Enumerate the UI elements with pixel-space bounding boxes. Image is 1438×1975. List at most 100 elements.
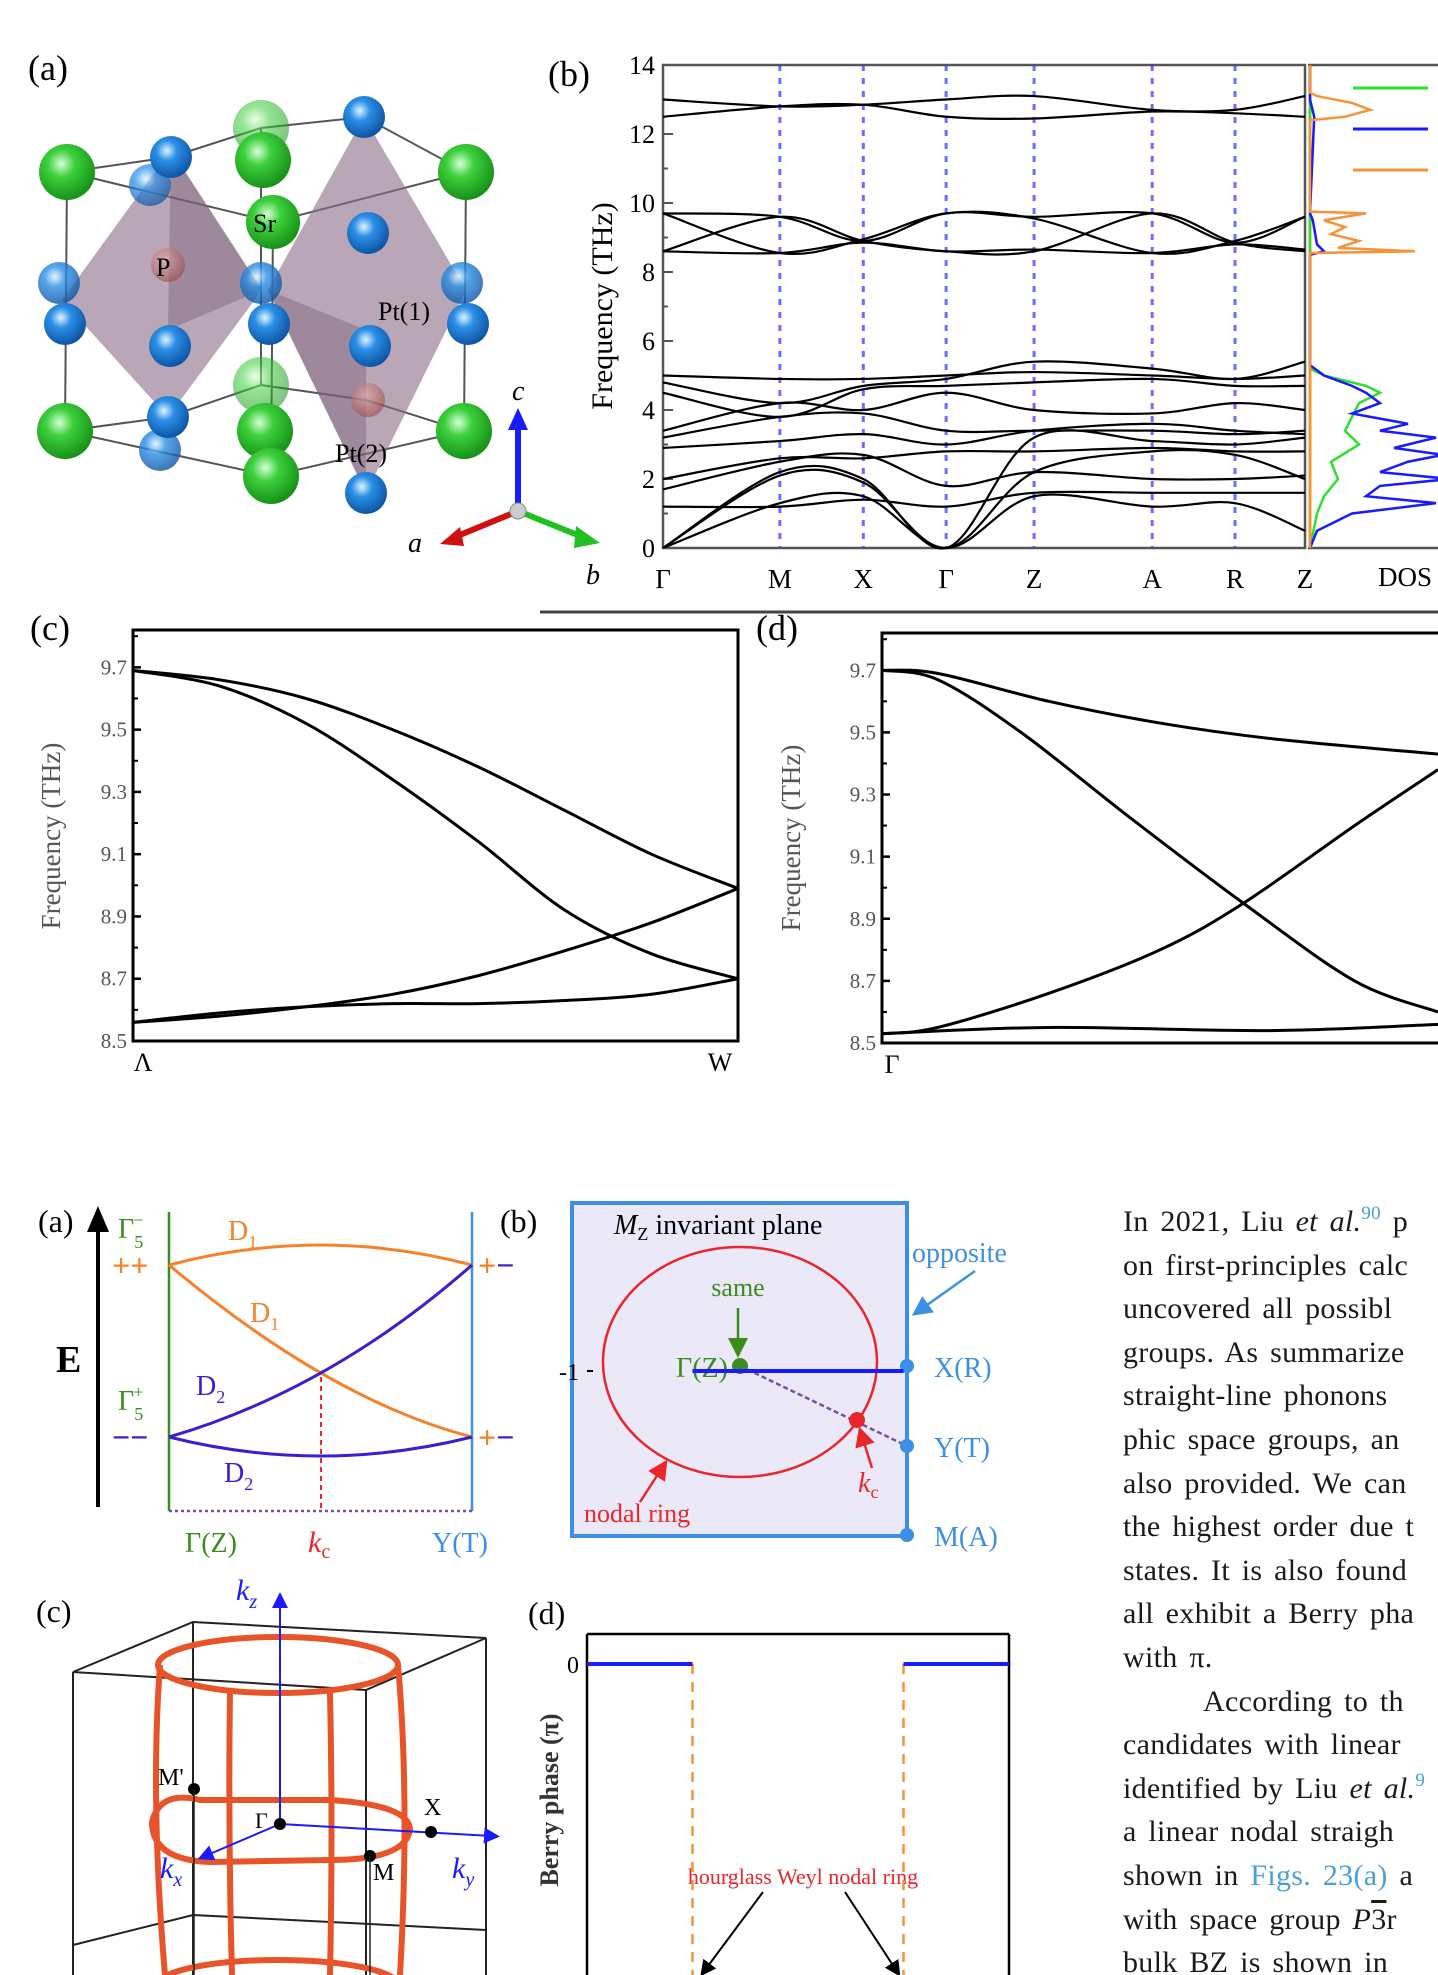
a-axis-label: a: [408, 528, 422, 559]
nodal-ring: [601, 1245, 879, 1479]
text-line: the highest order due t: [1123, 1510, 1415, 1544]
pt-atom: [349, 325, 391, 367]
sr-atom: [233, 357, 289, 413]
gamma5-plus-label: Γ5+: [118, 1382, 143, 1424]
text-line: all exhibit a Berry pha: [1123, 1597, 1415, 1631]
sr-atom: [37, 403, 93, 459]
y-tick-label: 9.7: [101, 655, 127, 679]
band-line: [662, 452, 1306, 491]
y-tick-label: 8.7: [101, 967, 127, 991]
band-line: [662, 429, 1306, 550]
text-line: identified by Liu et al.9: [1123, 1769, 1426, 1805]
nodal-ring-label: nodal ring: [584, 1499, 690, 1528]
band-line: [132, 668, 739, 890]
y-tick-label: 9.5: [101, 718, 127, 742]
band-line: [662, 94, 1306, 113]
y-tick-label: 12: [629, 120, 655, 149]
y-tick-label: 8.5: [850, 1031, 876, 1055]
citation-link[interactable]: 90: [1361, 1203, 1381, 1224]
panel-label-b: (b): [548, 54, 590, 94]
a-axis-arrow: [453, 508, 520, 540]
sr-atom: [243, 448, 299, 504]
plot-frame: [661, 63, 1307, 550]
dos-chart: DOS: [1308, 63, 1438, 592]
text-line: bulk BZ is shown in: [1123, 1946, 1389, 1975]
sr-atom: [438, 144, 494, 200]
y-tick-label: 8.7: [850, 969, 876, 993]
plot-frame: [131, 628, 740, 1043]
p-atom: [351, 383, 385, 417]
atom-label-sr: Sr: [253, 209, 276, 238]
body-text-column: In 2021, Liu et al.90 p on first-princip…: [1123, 1200, 1438, 1975]
x-point-label: X: [424, 1795, 441, 1821]
y-axis-label: Berry phase (π): [535, 1713, 564, 1886]
band-d2-upper: [168, 1263, 473, 1439]
atoms: [37, 96, 494, 514]
text-line: groups. As summarize: [1123, 1335, 1405, 1369]
m-point-label: M: [373, 1860, 394, 1886]
text-line: with space group P3r: [1123, 1902, 1397, 1936]
citation-link[interactable]: 9: [1415, 1769, 1426, 1791]
atom-label-pt2: Pt(2): [335, 439, 387, 468]
atom-label-pt1: Pt(1): [378, 297, 430, 326]
figure-link[interactable]: Figs. 23(a): [1250, 1858, 1388, 1892]
y-tick-label: 9.1: [101, 842, 127, 866]
pt-atom: [347, 212, 389, 254]
text-line: phic space groups, an: [1123, 1422, 1400, 1456]
sr-atom: [237, 403, 293, 459]
y-tick-label: 9.3: [101, 780, 127, 804]
y-tick-label: 9.3: [850, 783, 876, 807]
pt-atom: [38, 262, 80, 304]
sr-atom: [246, 195, 300, 249]
band-d2-lower: [168, 1435, 473, 1458]
arrow-up-icon: [87, 1206, 109, 1232]
band-line: [662, 210, 1306, 255]
band-line: [662, 377, 1306, 419]
pt-atom: [447, 303, 489, 345]
y-tick-label: 14: [629, 51, 655, 80]
d2-label-bottom: D2: [224, 1458, 253, 1494]
parity-signs-right-top: +−: [478, 1247, 514, 1283]
text-line: candidates with linear: [1123, 1728, 1401, 1762]
text-line: straight-line phonons: [1123, 1379, 1388, 1413]
band-line: [881, 1022, 1438, 1036]
y-tick-label: 9.1: [850, 845, 876, 869]
plot-frame: [880, 631, 1438, 1045]
annotation: hourglass Weyl nodal ring: [688, 1864, 918, 1889]
pt-atom: [248, 303, 290, 345]
opposite-label: opposite: [912, 1238, 1007, 1269]
c-axis-label: c: [512, 376, 525, 407]
band-line: [662, 448, 1306, 550]
text-line: According to th: [1203, 1684, 1404, 1718]
text-line: states. It is also found: [1123, 1553, 1408, 1587]
x-tick-label: W: [708, 1048, 733, 1077]
pt-atom: [441, 262, 483, 304]
band-line: [132, 977, 739, 1024]
band-d1-lower: [168, 1263, 473, 1439]
atom-label-p: P: [156, 253, 170, 282]
band-line: [662, 391, 1306, 432]
panel-label-a: (a): [28, 48, 68, 88]
gamma-z-label: Γ(Z): [676, 1353, 728, 1384]
x-tick-label: Z: [1026, 564, 1043, 594]
band-line: [662, 210, 1306, 244]
y-axis-label: Frequency (THz): [586, 202, 619, 409]
band-line: [662, 490, 1305, 509]
b-axis-arrow: [516, 508, 582, 539]
m-prime-label: M': [158, 1765, 184, 1791]
text-line: with π.: [1123, 1640, 1213, 1674]
y-tick-label: 0: [642, 534, 655, 563]
band-line: [132, 887, 739, 1024]
x-tick-label: X: [854, 564, 874, 594]
x-label-gamma-z: Γ(Z): [185, 1528, 237, 1559]
band-line: [662, 446, 1306, 481]
y-tick-label: 2: [642, 465, 655, 494]
p-atom: [151, 248, 185, 282]
panel-label-a: (a): [38, 1203, 74, 1239]
b-axis-label: b: [586, 560, 600, 591]
y-tick-label: 9.7: [850, 658, 876, 682]
text-line: In 2021, Liu et al.90 p: [1123, 1203, 1409, 1238]
y-axis-label: Frequency (THz): [776, 745, 806, 932]
